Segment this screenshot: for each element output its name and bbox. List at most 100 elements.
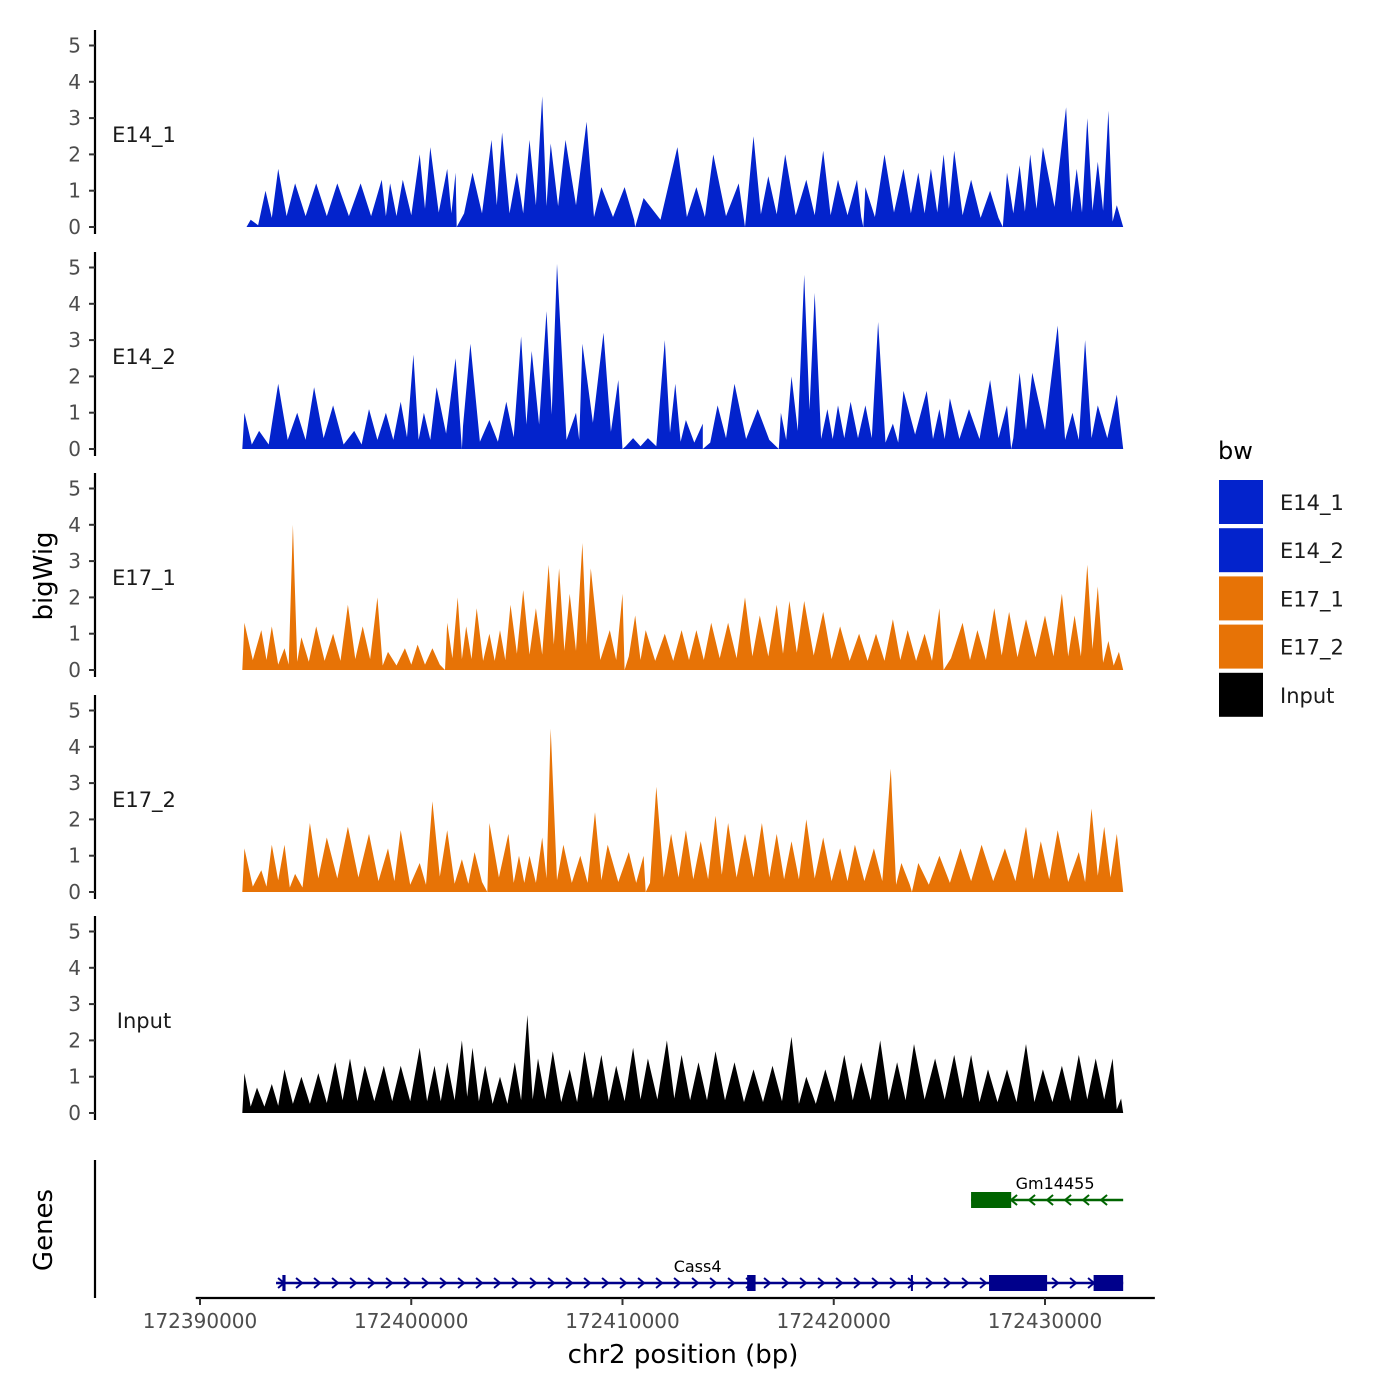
strand-chevron [295, 1277, 304, 1289]
strand-chevron [889, 1277, 898, 1289]
legend-swatch [1219, 528, 1263, 573]
strand-chevron [655, 1277, 664, 1289]
y-tick-label: 0 [68, 1101, 81, 1125]
strand-chevron [349, 1277, 358, 1289]
y-tick-label: 3 [68, 771, 81, 795]
x-tick-label: 172390000 [143, 1309, 258, 1333]
coverage-area-e17-1 [242, 524, 1124, 670]
strand-chevron [943, 1277, 952, 1289]
genes-axis-title: Genes [29, 1189, 59, 1271]
strand-chevron [475, 1277, 484, 1289]
legend-label: E17_2 [1280, 636, 1344, 661]
strand-chevron [709, 1277, 718, 1289]
strand-chevron [979, 1277, 988, 1289]
strand-chevron [583, 1277, 592, 1289]
y-tick-label: 4 [68, 513, 81, 537]
y-tick-label: 4 [68, 735, 81, 759]
y-tick-label: 3 [68, 549, 81, 573]
strand-chevron [619, 1277, 628, 1289]
strand-chevron [511, 1277, 520, 1289]
legend-label: Input [1280, 684, 1334, 708]
strand-chevron [529, 1277, 538, 1289]
y-tick-label: 3 [68, 992, 81, 1016]
legend: bw E14_1 E14_2 E17_1 E17_2 Input [1218, 437, 1344, 717]
strand-chevron [691, 1277, 700, 1289]
legend-label: E14_2 [1280, 539, 1344, 564]
y-tick-label: 1 [68, 844, 81, 868]
coverage-area-input [242, 1015, 1124, 1113]
strand-chevron [1051, 1277, 1060, 1289]
track-label: E14_2 [112, 345, 176, 370]
x-axis-title: chr2 position (bp) [568, 1340, 799, 1370]
strand-chevron [727, 1277, 736, 1289]
y-tick-label: 0 [68, 658, 81, 682]
track-label: E17_1 [112, 566, 176, 591]
coverage-area-e17-2 [242, 728, 1124, 892]
y-tick-label: 2 [68, 364, 81, 388]
x-tick-label: 172420000 [776, 1309, 891, 1333]
strand-chevron [385, 1277, 394, 1289]
y-tick-label: 2 [68, 585, 81, 609]
coverage-tracks: 0 1 2 3 4 5 E14_1 0 1 2 3 4 5 E14_2 0 1 2 3 4 5 E17_1 0 1 2 3 4 5 E… [68, 30, 1124, 1125]
legend-item-e17-2: E17_2 [1219, 624, 1344, 669]
strand-chevron [601, 1277, 610, 1289]
y-tick-label: 5 [68, 699, 81, 723]
track-e14-2: 0 1 2 3 4 5 E14_2 [68, 252, 1124, 461]
strand-chevron [853, 1277, 862, 1289]
x-tick-label: 172430000 [988, 1309, 1103, 1333]
legend-item-e14-1: E14_1 [1219, 480, 1344, 524]
legend-label: E14_1 [1280, 491, 1344, 516]
y-tick-label: 1 [68, 179, 81, 203]
y-tick-label: 4 [68, 292, 81, 316]
y-tick-label: 2 [68, 142, 81, 166]
strand-chevron [835, 1277, 844, 1289]
strand-chevron [1063, 1194, 1072, 1206]
strand-chevron [421, 1277, 430, 1289]
y-tick-label: 4 [68, 70, 81, 94]
legend-swatch [1219, 576, 1263, 621]
genes-panel: Gm14455 Cass4 [93, 1160, 1124, 1298]
strand-chevron [673, 1277, 682, 1289]
y-tick-label: 5 [68, 34, 81, 58]
gene-cass4: Cass4 [276, 1257, 1124, 1291]
strand-chevron [871, 1277, 880, 1289]
strand-chevron [925, 1277, 934, 1289]
strand-chevron [1081, 1194, 1090, 1206]
strand-chevron [565, 1277, 574, 1289]
y-tick-label: 0 [68, 437, 81, 461]
gene-exon [1093, 1275, 1124, 1291]
x-axis: 172390000 172400000 172410000 172420000 1724… [143, 1296, 1155, 1333]
track-label: Input [117, 1009, 171, 1033]
strand-chevron [781, 1277, 790, 1289]
y-tick-label: 3 [68, 328, 81, 352]
strand-chevron [1099, 1194, 1108, 1206]
y-tick-label: 5 [68, 920, 81, 944]
strand-chevron [547, 1277, 556, 1289]
legend-swatch [1219, 672, 1263, 717]
strand-chevron [457, 1277, 466, 1289]
strand-chevron [1027, 1194, 1036, 1206]
y-tick-label: 5 [68, 477, 81, 501]
x-tick-label: 172410000 [565, 1309, 680, 1333]
y-tick-label: 1 [68, 1065, 81, 1089]
gene-gm14455: Gm14455 [971, 1174, 1124, 1208]
strand-chevron [799, 1277, 808, 1289]
strand-chevron [403, 1277, 412, 1289]
strand-chevron [1045, 1194, 1054, 1206]
track-e17-1: 0 1 2 3 4 5 E17_1 [68, 473, 1124, 682]
legend-title: bw [1218, 437, 1253, 465]
legend-label: E17_1 [1280, 587, 1344, 612]
y-tick-label: 3 [68, 106, 81, 130]
gene-label: Gm14455 [1016, 1174, 1095, 1193]
legend-item-e17-1: E17_1 [1219, 576, 1344, 621]
coverage-area-e14-2 [242, 263, 1124, 449]
strand-chevron [367, 1277, 376, 1289]
track-label: E17_2 [112, 788, 176, 813]
coverage-area-e14-1 [246, 96, 1124, 227]
track-input: 0 1 2 3 4 5 Input [68, 916, 1124, 1125]
gene-exon [971, 1192, 1012, 1208]
y-tick-label: 5 [68, 256, 81, 280]
gene-exon [282, 1275, 286, 1291]
track-label: E14_1 [112, 123, 176, 148]
